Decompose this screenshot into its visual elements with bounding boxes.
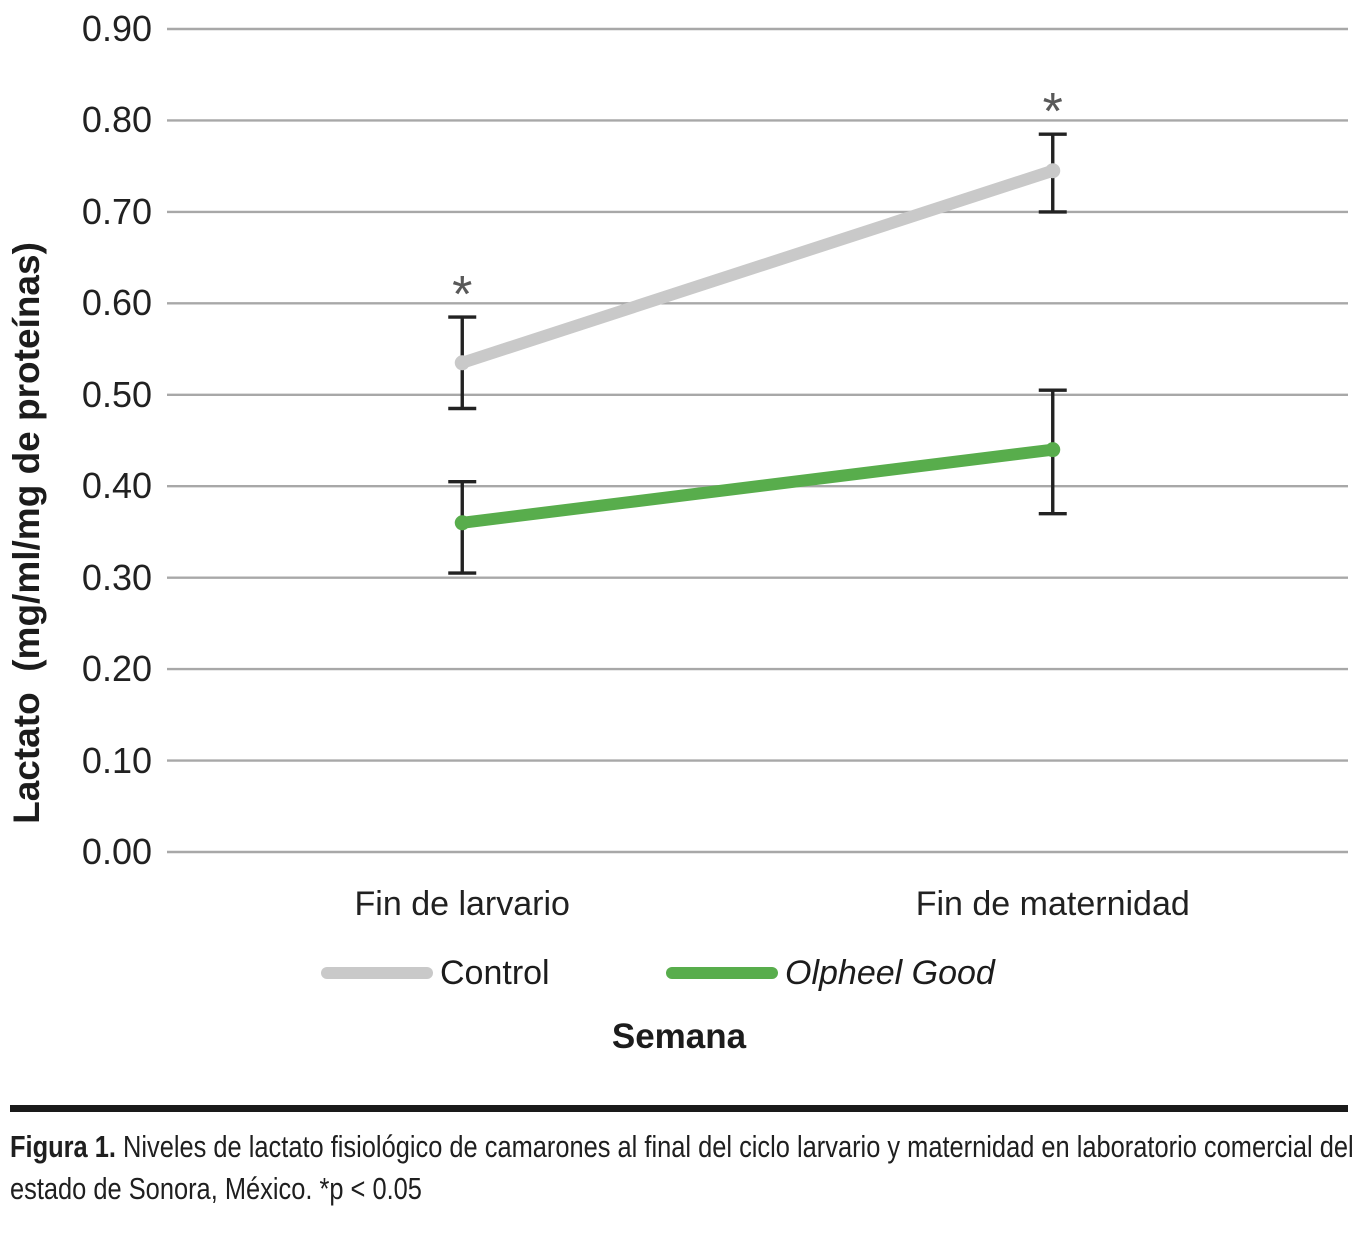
y-tick-label: 0.50 [81,373,152,415]
lactate-line-chart: Lactato (mg/ml/mg de proteínas) * * 0.00 0… [6,8,1348,1056]
figure-caption-text: Niveles de lactato fisiológico de camaro… [10,1129,1354,1206]
x-category-label: Fin de maternidad [915,885,1190,923]
legend-item: Control [321,954,550,992]
y-tick-label: 0.10 [81,739,152,781]
x-category-label: Fin de larvario [354,885,570,923]
significance-asterisk: * [452,266,472,324]
plot-area: ** [167,27,1348,854]
series-line [456,443,1059,529]
data-point-marker [1045,163,1061,179]
y-tick-label: 0.60 [81,282,152,324]
figure-caption: Figura 1. Niveles de lactato fisiológico… [10,1126,1359,1210]
y-tick-label: 0.40 [81,465,152,507]
y-tick-label: 0.00 [81,831,152,872]
figure-caption-label: Figura 1. [10,1129,116,1164]
series-line [456,164,1059,369]
legend-swatch [321,967,433,979]
data-point-marker [454,515,470,531]
data-point-marker [1045,442,1061,458]
x-axis-title: Semana [611,1017,747,1056]
data-point-marker [454,355,470,371]
significance-asterisk: * [1043,83,1063,141]
caption-divider [10,1105,1348,1112]
y-tick-label: 0.80 [81,99,152,141]
y-tick-label: 0.20 [81,648,152,690]
legend-label: Olpheel Good [785,953,995,992]
legend-swatch [666,967,778,979]
legend-item: Olpheel Good [666,954,995,992]
legend-label: Control [440,953,550,992]
y-tick-label: 0.30 [81,556,152,598]
y-tick-label: 0.70 [81,190,152,232]
y-tick-label: 0.90 [81,8,152,49]
